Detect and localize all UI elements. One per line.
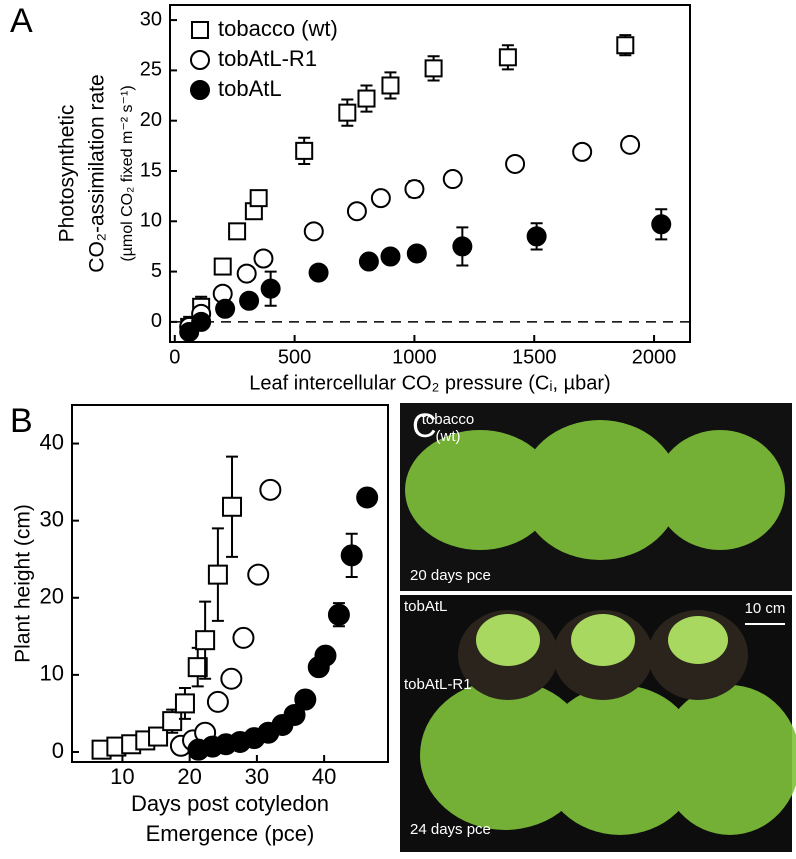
y-tick-label: 20 [40, 584, 64, 609]
marker [213, 257, 232, 276]
marker [572, 141, 593, 162]
marker [442, 169, 463, 190]
scale-label: 10 cm [745, 600, 786, 617]
y-tick-label: 30 [140, 8, 162, 30]
marker [404, 179, 425, 200]
marker [249, 189, 268, 208]
legend-marker [190, 80, 210, 100]
x-tick-label: 30 [245, 764, 269, 789]
y-tick-label: 0 [52, 738, 64, 763]
marker [236, 263, 257, 284]
marker [314, 644, 337, 667]
marker [452, 236, 473, 257]
y-tick-label: 25 [140, 59, 162, 81]
plot-frame [71, 404, 389, 763]
marker [239, 290, 260, 311]
legend-marker [190, 50, 210, 70]
marker [340, 544, 363, 567]
legend-label: tobacco (wt) [218, 16, 338, 41]
marker [358, 251, 379, 272]
y-tick-label: 0 [151, 310, 162, 332]
legend-marker [191, 21, 209, 39]
marker [651, 214, 672, 235]
photo-panel: C tobacco (wt) 20 days pce tobAtL 10 cm … [400, 403, 796, 852]
x-tick-label: 0 [169, 346, 180, 368]
marker [259, 478, 282, 501]
y-tick-label: 15 [140, 159, 162, 181]
marker [187, 657, 208, 678]
marker [295, 141, 314, 160]
marker [162, 711, 183, 732]
photo-label: (wt) [436, 428, 461, 445]
marker [215, 298, 236, 319]
x-tick-label: 1500 [512, 346, 557, 368]
marker [207, 564, 228, 585]
panel-label: A [10, 2, 33, 40]
marker [260, 278, 281, 299]
x-axis-label: Leaf intercellular CO₂ pressure (Cᵢ, µba… [249, 372, 610, 394]
y-tick-label: 5 [151, 260, 162, 282]
marker [294, 688, 317, 711]
x-tick-label: 500 [278, 346, 311, 368]
x-tick-label: 40 [312, 764, 336, 789]
marker [424, 59, 443, 78]
marker [222, 496, 243, 517]
y-tick-label: 30 [40, 506, 64, 531]
marker [206, 690, 229, 713]
x-tick-label: 20 [177, 764, 201, 789]
marker [356, 486, 379, 509]
marker [346, 201, 367, 222]
y-tick-label: 20 [140, 109, 162, 131]
marker [327, 603, 350, 626]
x-tick-label: 1000 [392, 346, 437, 368]
plants [405, 420, 796, 835]
marker [381, 76, 400, 95]
x-axis-label: Emergence (pce) [146, 821, 315, 846]
marker [406, 243, 427, 264]
marker [303, 221, 324, 242]
marker [148, 726, 169, 747]
y-tick-label: 10 [140, 210, 162, 232]
marker [357, 89, 376, 108]
x-tick-label: 10 [110, 764, 134, 789]
x-axis-label: Days post cotyledon [131, 791, 329, 816]
photo-label: tobacco [422, 411, 475, 428]
photo-caption: 20 days pce [410, 567, 491, 584]
legend-label: tobAtL [218, 76, 282, 101]
marker [338, 103, 357, 122]
photo-label: tobAtL-R1 [404, 676, 472, 693]
y-axis-label: (µmol CO₂ fixed m⁻² s⁻¹) [119, 85, 136, 261]
marker [498, 48, 517, 67]
marker [220, 667, 243, 690]
y-axis-label: Plant height (cm) [12, 504, 35, 663]
y-axis-label: Photosynthetic [56, 105, 79, 243]
marker [308, 262, 329, 283]
photo-label: tobAtL [404, 598, 447, 615]
y-tick-label: 40 [40, 429, 64, 454]
marker [228, 222, 247, 241]
marker [195, 630, 216, 651]
panel-label: C [412, 407, 437, 445]
marker [526, 226, 547, 247]
marker [247, 563, 270, 586]
small-plants [476, 614, 728, 666]
marker [174, 693, 195, 714]
marker [253, 248, 274, 269]
marker [505, 153, 526, 174]
x-tick-label: 2000 [632, 346, 677, 368]
marker [232, 626, 255, 649]
panel-label: B [10, 402, 33, 440]
y-tick-label: 10 [40, 661, 64, 686]
plot-frame [169, 4, 691, 343]
y-axis-label: CO₂-assimilation rate [86, 74, 109, 272]
marker [616, 36, 635, 55]
legend-label: tobAtL-R1 [218, 46, 317, 71]
marker [620, 134, 641, 155]
marker [283, 703, 306, 726]
marker [370, 188, 391, 209]
photo-caption: 24 days pce [410, 821, 491, 838]
marker [380, 246, 401, 267]
marker [191, 311, 212, 332]
